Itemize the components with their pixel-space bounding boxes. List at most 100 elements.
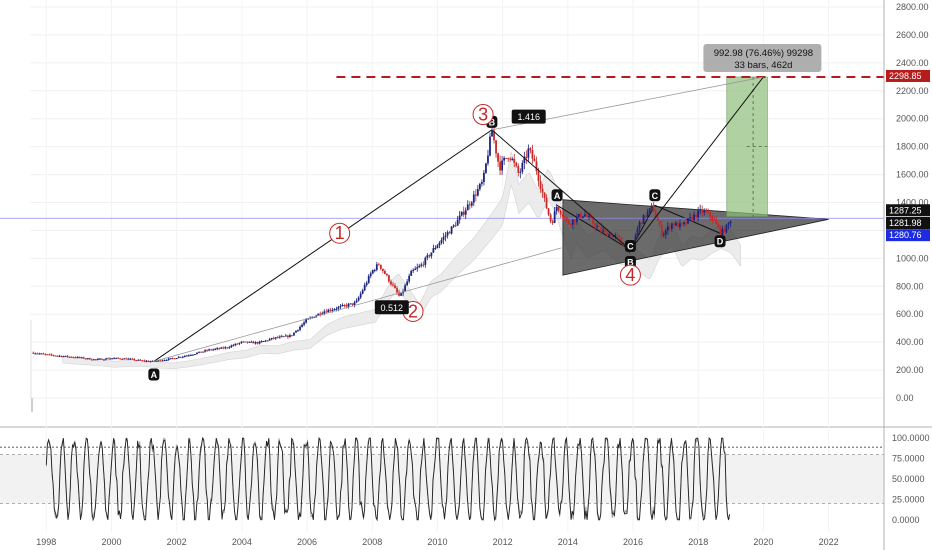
candle-body: [196, 352, 198, 355]
candle-body: [56, 355, 59, 357]
time-tick-label: 2010: [427, 537, 447, 547]
candle-body: [563, 216, 566, 218]
candle-body: [240, 341, 243, 343]
time-axis[interactable]: 1998 2000 2002 2004 2006 2008 2010 2012 2014 2016…: [36, 537, 838, 547]
candle-body: [367, 276, 370, 283]
candle-body: [185, 355, 188, 357]
candle-body: [299, 326, 301, 330]
candle-body: [135, 360, 138, 362]
oscillator-tick-label: 25.0000: [892, 494, 925, 504]
candle-body: [565, 217, 568, 221]
candle-body: [414, 268, 417, 270]
candle-body: [396, 288, 398, 293]
candle-body: [569, 224, 572, 226]
price-tick-label: 0.00: [896, 393, 914, 403]
candle-body: [539, 180, 542, 189]
ratio-badge: [374, 300, 409, 315]
candle-body: [541, 188, 544, 193]
candle-body: [672, 223, 675, 226]
candle-body: [82, 357, 85, 359]
oscillator-tick-label: 0.0000: [892, 515, 920, 525]
candle-body: [505, 157, 508, 159]
price-candles: [30, 124, 732, 412]
candle-body: [139, 359, 142, 361]
candle-body: [361, 290, 364, 294]
candle-body: [519, 171, 522, 173]
candle-body: [410, 270, 413, 276]
candle-body: [620, 237, 623, 243]
ratio-label: 1.416: [517, 112, 540, 122]
candle-body: [521, 162, 524, 172]
candle-body: [103, 359, 105, 361]
candle-body: [636, 228, 639, 236]
tooltip-line-2: 33 bars, 462d: [734, 60, 792, 71]
candle-body: [74, 357, 77, 359]
candle-body: [163, 360, 166, 362]
candle-body: [125, 358, 128, 360]
candle-body: [286, 335, 289, 338]
candle-body: [691, 217, 693, 221]
candle-body: [133, 358, 136, 361]
candle-body: [260, 341, 263, 343]
candle-body: [695, 214, 698, 218]
candle-body: [383, 270, 386, 275]
candle-body: [371, 270, 374, 274]
tooltip-box: [703, 43, 822, 72]
target-box[interactable]: [0, 75, 884, 219]
price-axis[interactable]: 2800.00 2600.00 2400.00 2200.00 2000.00 1800.…: [883, 0, 930, 550]
candle-body: [159, 360, 162, 362]
wave-label-4: 4: [625, 265, 635, 285]
price-axis-badge: [886, 204, 930, 217]
candle-body: [440, 239, 443, 243]
candle-body: [173, 358, 176, 360]
candle-body: [464, 210, 467, 215]
candle-body: [406, 281, 409, 286]
candle-body: [155, 361, 158, 363]
candle-body: [608, 234, 611, 237]
candle-body: [282, 336, 285, 338]
candle-body: [78, 356, 81, 358]
candle-body: [129, 358, 132, 360]
candle-body: [677, 222, 679, 228]
candle-body: [337, 307, 340, 309]
ichimoku-cloud-band: [62, 151, 741, 370]
candle-body: [169, 358, 172, 360]
candle-body: [321, 313, 324, 315]
candle-body: [224, 347, 227, 349]
candle-body: [66, 355, 69, 357]
candle-body: [327, 309, 330, 313]
candle-body: [557, 206, 560, 211]
price-tick-label: 1400.00: [896, 198, 929, 208]
candle-body: [331, 309, 334, 311]
triangle-pattern[interactable]: [556, 199, 829, 276]
candle-body: [470, 202, 473, 206]
candle-body: [618, 235, 621, 238]
candle-body: [390, 281, 392, 285]
time-tick-label: 2022: [819, 537, 839, 547]
candle-body: [313, 317, 316, 319]
candle-body: [386, 274, 388, 276]
candle-body: [697, 210, 700, 218]
candle-body: [232, 345, 235, 347]
ratio-label: 0.512: [381, 303, 404, 313]
candle-body: [113, 358, 115, 360]
candle-body: [422, 264, 425, 266]
candle-body: [642, 215, 645, 224]
candle-body: [131, 358, 134, 360]
point-label-C: C: [627, 241, 634, 251]
candle-body: [351, 303, 354, 305]
candle-body: [270, 337, 273, 340]
candle-body: [715, 220, 718, 225]
candle-body: [491, 130, 493, 137]
ichimoku-cloud: [62, 151, 741, 370]
candle-body: [523, 156, 526, 163]
candle-body: [503, 157, 506, 161]
candle-body: [44, 353, 47, 355]
point-label-A: A: [554, 191, 561, 201]
candle-body: [709, 212, 712, 217]
point-label-A: A: [151, 370, 158, 380]
oscillator-tick-label: 75.0000: [892, 454, 925, 464]
candle-body: [335, 308, 338, 310]
candle-body: [507, 158, 510, 160]
